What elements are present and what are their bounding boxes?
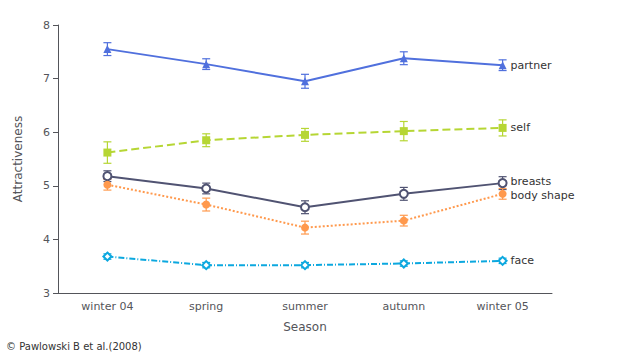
svg-text:3: 3: [43, 287, 50, 300]
svg-text:4: 4: [43, 233, 50, 246]
svg-text:8: 8: [43, 19, 50, 32]
svg-text:autumn: autumn: [382, 300, 425, 313]
svg-text:Attractiveness: Attractiveness: [11, 116, 25, 202]
svg-text:7: 7: [43, 72, 50, 85]
svg-text:© Pawlowski B et al.(2008): © Pawlowski B et al.(2008): [6, 341, 142, 352]
svg-text:breasts: breasts: [511, 175, 552, 188]
svg-text:face: face: [511, 254, 535, 267]
svg-text:6: 6: [43, 126, 50, 139]
svg-text:body shape: body shape: [511, 189, 575, 202]
svg-text:5: 5: [43, 179, 50, 192]
svg-text:summer: summer: [282, 300, 328, 313]
svg-text:partner: partner: [511, 59, 552, 72]
svg-text:spring: spring: [189, 300, 223, 313]
svg-text:winter 04: winter 04: [81, 300, 133, 313]
svg-text:Season: Season: [283, 320, 327, 334]
svg-text:winter 05: winter 05: [477, 300, 529, 313]
svg-text:self: self: [511, 121, 532, 134]
